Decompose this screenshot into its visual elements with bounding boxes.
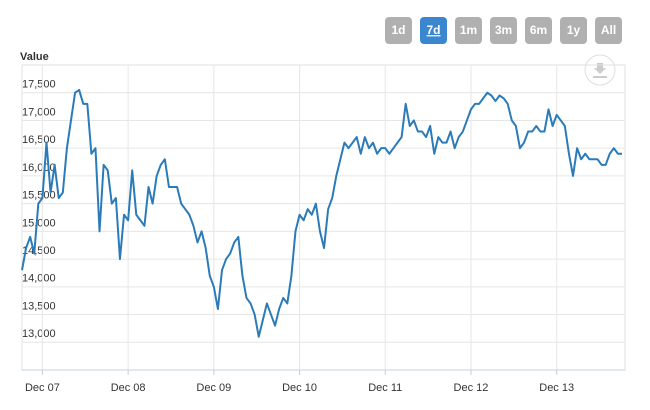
range-button[interactable]: 6m bbox=[525, 17, 552, 44]
x-tick-label: Dec 07 bbox=[25, 382, 60, 394]
x-tick-label: Dec 12 bbox=[454, 382, 489, 394]
range-button-bg[interactable] bbox=[455, 17, 482, 44]
plot-border bbox=[21, 64, 626, 371]
range-button-label[interactable]: 3m bbox=[495, 23, 512, 37]
y-tick-label: 15,000 bbox=[22, 217, 56, 229]
x-tick-label: Dec 09 bbox=[196, 382, 231, 394]
range-button-bg[interactable] bbox=[560, 17, 587, 44]
range-button-bg[interactable] bbox=[420, 17, 447, 44]
y-tick-label: 15,500 bbox=[22, 190, 56, 202]
download-button[interactable] bbox=[584, 54, 616, 86]
range-button-bg[interactable] bbox=[595, 17, 622, 44]
range-button-label[interactable]: 7d bbox=[426, 23, 440, 37]
range-button-bg[interactable] bbox=[525, 17, 552, 44]
range-button-label[interactable]: 1d bbox=[391, 23, 405, 37]
x-tick-label: Dec 11 bbox=[368, 382, 402, 394]
range-button-label[interactable]: 1m bbox=[460, 23, 477, 37]
y-tick-label: 16,000 bbox=[22, 162, 56, 174]
range-button-label[interactable]: 1y bbox=[567, 23, 581, 37]
range-button[interactable]: 7d bbox=[420, 17, 447, 44]
range-button[interactable]: 1d bbox=[385, 17, 412, 44]
y-tick-label: 17,500 bbox=[22, 79, 56, 91]
data-line bbox=[21, 88, 622, 338]
y-tick-label: 13,000 bbox=[22, 328, 56, 340]
x-tick-label: Dec 08 bbox=[111, 382, 146, 394]
range-button[interactable]: 1m bbox=[455, 17, 482, 44]
y-tick-label: 14,500 bbox=[22, 245, 56, 257]
y-tick-label: 13,500 bbox=[22, 300, 56, 312]
range-button-label[interactable]: All bbox=[601, 23, 616, 37]
y-tick-label: 16,500 bbox=[22, 134, 56, 146]
range-button[interactable]: 3m bbox=[490, 17, 517, 44]
x-tick-label: Dec 10 bbox=[282, 382, 317, 394]
range-button-label[interactable]: 6m bbox=[530, 23, 547, 37]
range-button-bg[interactable] bbox=[490, 17, 517, 44]
range-button[interactable]: 1y bbox=[560, 17, 587, 44]
x-tick-label: Dec 13 bbox=[539, 382, 574, 394]
range-button-bg[interactable] bbox=[385, 17, 412, 44]
y-tick-label: 14,000 bbox=[22, 273, 56, 285]
y-tick-label: 17,000 bbox=[22, 106, 56, 118]
y-axis-title: Value bbox=[20, 51, 49, 63]
range-button[interactable]: All bbox=[595, 17, 622, 44]
